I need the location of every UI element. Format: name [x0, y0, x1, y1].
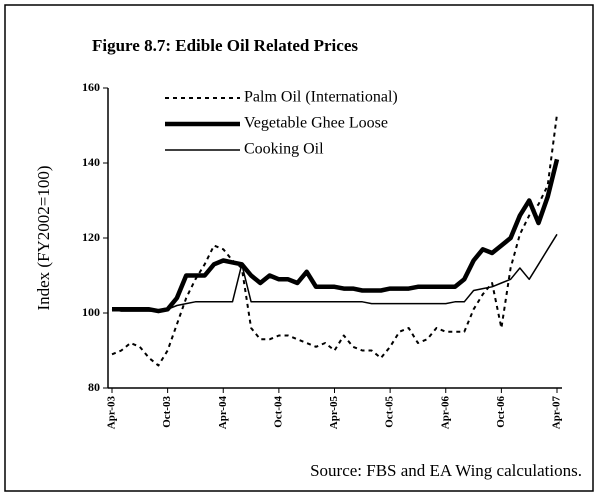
y-tick-label: 120 [82, 230, 100, 244]
x-tick-label: Apr-03 [106, 396, 118, 430]
y-tick-label: 160 [82, 80, 100, 94]
y-tick-label: 80 [88, 380, 100, 394]
x-tick-label: Apr-04 [217, 396, 229, 430]
y-tick-label: 140 [82, 155, 100, 169]
series-line [111, 233, 558, 312]
legend-label: Palm Oil (International) [244, 89, 398, 106]
x-tick-label: Apr-06 [439, 396, 451, 430]
source-note: Source: FBS and EA Wing calculations. [310, 461, 582, 480]
y-axis-label: Index (FY2002=100) [34, 165, 53, 310]
legend-label: Vegetable Ghee Loose [244, 115, 388, 132]
chart-title: Figure 8.7: Edible Oil Related Prices [92, 36, 358, 55]
x-tick-label: Apr-05 [328, 396, 340, 430]
x-tick-label: Oct-03 [161, 396, 173, 428]
legend-label: Cooking Oil [244, 141, 324, 158]
x-tick-label: Oct-06 [495, 396, 507, 428]
series-line [112, 158, 560, 314]
x-tick-label: Apr-07 [551, 396, 563, 430]
x-tick-label: Oct-04 [272, 396, 284, 428]
x-tick-label: Oct-05 [384, 396, 396, 428]
series-line [111, 114, 558, 367]
y-tick-label: 100 [82, 305, 100, 319]
